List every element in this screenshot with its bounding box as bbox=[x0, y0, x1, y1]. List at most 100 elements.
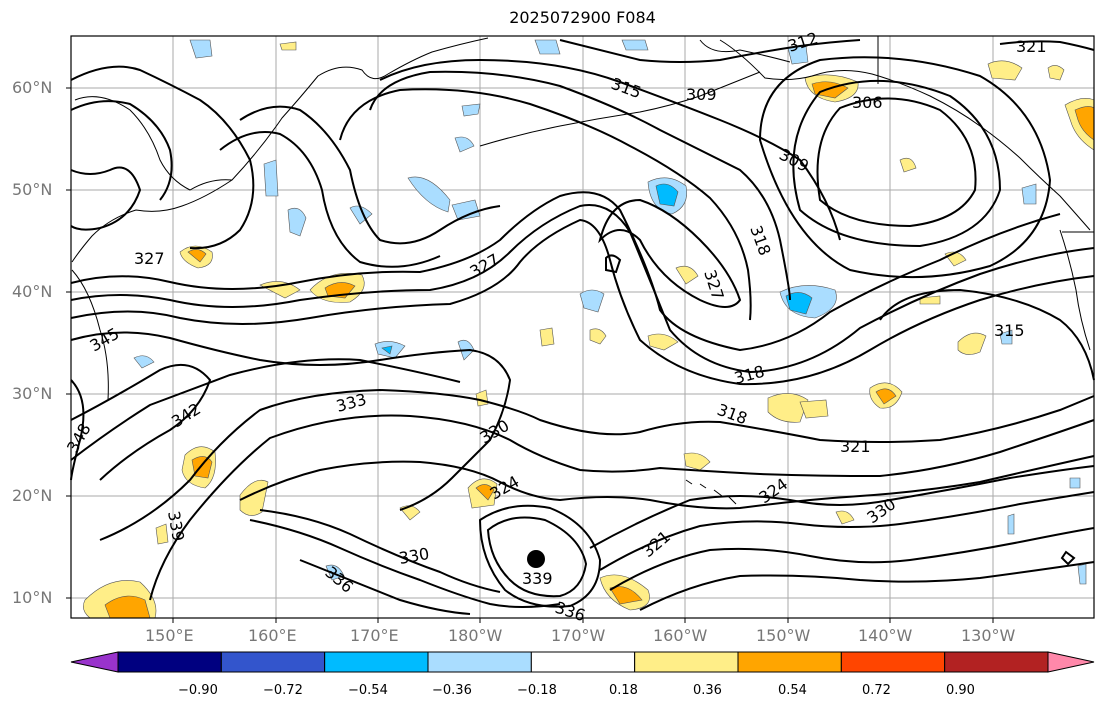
colorbar-tick-label: −0.72 bbox=[263, 683, 303, 698]
contour-line bbox=[70, 166, 142, 231]
orange-patch bbox=[875, 388, 897, 405]
coastlines bbox=[71, 36, 1094, 505]
map-frame bbox=[70, 35, 1095, 619]
colorbar-tick-label: −0.36 bbox=[432, 683, 472, 698]
japan-coast bbox=[71, 269, 109, 401]
kuril-islands bbox=[71, 179, 233, 263]
kamchatka-coast bbox=[74, 37, 489, 191]
blue-patch bbox=[579, 289, 605, 313]
lat-label: 40°N bbox=[12, 282, 53, 301]
contour-line bbox=[559, 39, 861, 63]
yellow-patch bbox=[899, 157, 917, 173]
colorbar-tick-label: −0.18 bbox=[517, 683, 557, 698]
colorbar-segment bbox=[117, 651, 222, 673]
yellow-patch bbox=[675, 265, 699, 285]
colorbar-segment bbox=[427, 651, 532, 673]
blue-patch bbox=[263, 159, 279, 197]
colorbar-tick-label: −0.90 bbox=[178, 683, 218, 698]
contour-line bbox=[639, 561, 1095, 611]
blue-patch bbox=[451, 199, 481, 221]
contour-line bbox=[219, 131, 441, 268]
yellow-patch bbox=[589, 328, 607, 345]
cyan-patch bbox=[381, 345, 393, 355]
colorbar-segment bbox=[840, 651, 946, 673]
contour-line bbox=[70, 358, 461, 461]
contour-line bbox=[239, 105, 501, 245]
blue-patch bbox=[133, 355, 155, 369]
yellow-patch bbox=[835, 510, 855, 525]
blue-patch bbox=[534, 39, 561, 55]
blue-patch bbox=[1021, 183, 1037, 205]
nw-coast bbox=[1059, 229, 1091, 351]
yellow-patch bbox=[155, 523, 169, 545]
contour-line bbox=[70, 100, 173, 201]
lon-label: 170°W bbox=[551, 626, 606, 645]
contour-line bbox=[149, 414, 1095, 601]
contour-label: 327 bbox=[134, 249, 165, 268]
contour-line bbox=[598, 198, 742, 308]
contour-label: 309 bbox=[686, 85, 717, 104]
shaded-patches bbox=[83, 39, 1095, 619]
yellow-patch bbox=[683, 452, 711, 471]
lat-label: 10°N bbox=[12, 588, 53, 607]
colorbar-segment bbox=[220, 651, 326, 673]
contour-line bbox=[99, 388, 1095, 541]
lon-label: 130°W bbox=[961, 626, 1016, 645]
lon-label: 140°W bbox=[858, 626, 913, 645]
contours bbox=[70, 39, 1095, 615]
tick-marks bbox=[66, 87, 994, 623]
orange-patch bbox=[104, 595, 151, 619]
lat-label: 30°N bbox=[12, 384, 53, 403]
blue-patch bbox=[407, 176, 451, 213]
contour-label: 339 bbox=[522, 569, 553, 588]
orange-patch bbox=[475, 484, 495, 501]
yellow-patch bbox=[647, 333, 679, 351]
contour-line bbox=[70, 65, 255, 250]
lon-label: 170°E bbox=[350, 626, 399, 645]
lon-label: 180°W bbox=[448, 626, 503, 645]
storm-center-marker bbox=[527, 550, 545, 568]
contour-line bbox=[70, 379, 85, 481]
contour-line bbox=[70, 331, 512, 511]
colorbar-tick-label: 0.18 bbox=[609, 683, 638, 698]
colorbar-extend-low bbox=[70, 651, 119, 673]
contour-line bbox=[1060, 550, 1076, 566]
contour-line bbox=[609, 527, 1095, 591]
blue-patch bbox=[349, 205, 373, 225]
yellow-patch bbox=[799, 399, 829, 419]
lat-label: 50°N bbox=[12, 180, 53, 199]
contour-line bbox=[299, 559, 471, 615]
contour-label: 321 bbox=[840, 437, 871, 456]
contour-line bbox=[239, 455, 1095, 510]
contour-label: 315 bbox=[994, 321, 1025, 340]
colorbar-tick-label: 0.54 bbox=[778, 683, 807, 698]
yellow-patch bbox=[919, 295, 941, 305]
contour-line bbox=[879, 288, 1095, 381]
blue-patch bbox=[189, 39, 213, 59]
alaska-coast bbox=[719, 39, 1091, 231]
contour-line bbox=[249, 519, 561, 608]
yellow-patch bbox=[539, 327, 555, 347]
contour-line bbox=[599, 491, 1095, 571]
yellow-patch bbox=[399, 505, 421, 521]
orange-patch bbox=[187, 249, 207, 263]
blue-patch bbox=[461, 103, 481, 117]
aleutian-chain bbox=[479, 71, 761, 147]
colorbar-tick-label: 0.72 bbox=[862, 683, 891, 698]
lat-label: 60°N bbox=[12, 78, 53, 97]
lon-label: 160°W bbox=[653, 626, 708, 645]
colorbar-tick-label: −0.54 bbox=[348, 683, 388, 698]
yellow-patch bbox=[279, 41, 297, 51]
blue-patch bbox=[1069, 477, 1081, 489]
blue-patch bbox=[287, 207, 307, 237]
lon-label: 160°E bbox=[248, 626, 297, 645]
contour-line bbox=[379, 58, 841, 241]
colorbar-segment bbox=[530, 651, 636, 673]
contour-line bbox=[70, 363, 212, 481]
colorbar-segment bbox=[944, 651, 1049, 673]
hawaii-islands bbox=[685, 479, 737, 505]
colorbar-segment bbox=[634, 651, 739, 673]
yellow-patch bbox=[987, 60, 1023, 81]
contour-label: 306 bbox=[852, 93, 883, 112]
yellow-patch bbox=[767, 393, 809, 423]
